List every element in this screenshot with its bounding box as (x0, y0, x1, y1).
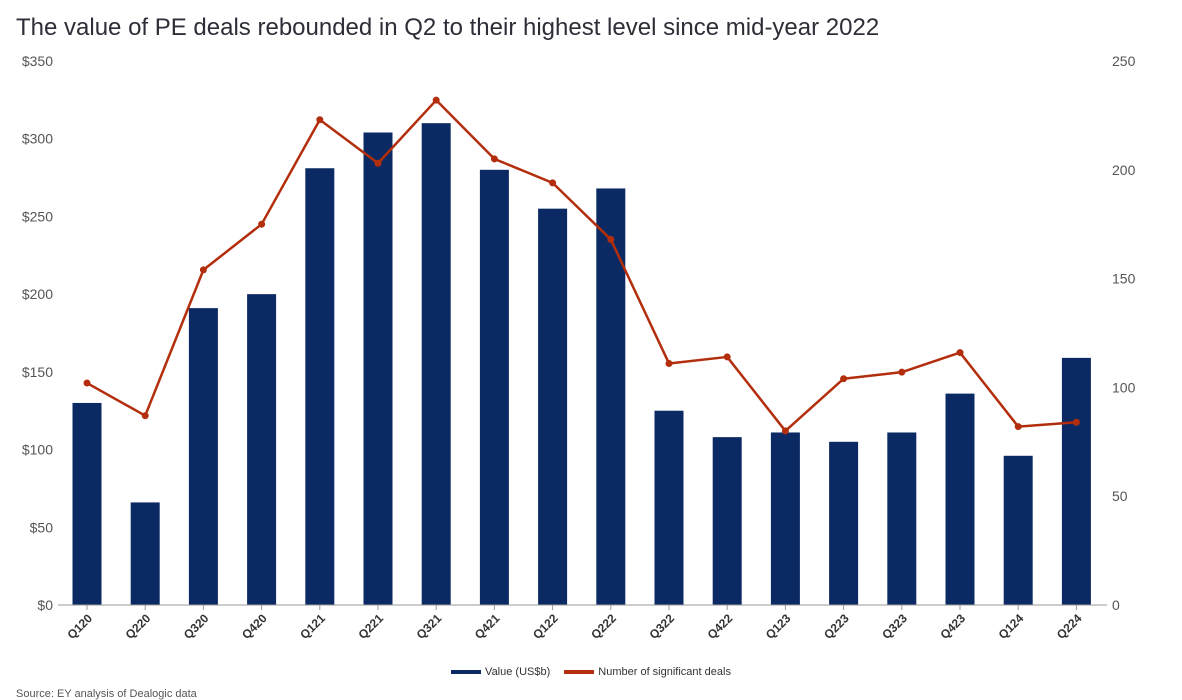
bar-series (72, 123, 1091, 606)
x-tick-label: Q320 (181, 611, 212, 642)
bar (247, 294, 277, 605)
y-right-tick-label: 200 (1112, 162, 1136, 178)
x-tick-label: Q223 (821, 611, 852, 642)
x-tick-label: Q124 (996, 611, 1027, 642)
bar (1003, 455, 1033, 605)
line-point (781, 427, 789, 435)
line-point (956, 349, 964, 357)
x-tick-label: Q222 (588, 611, 619, 642)
y-right-tick-label: 150 (1112, 271, 1136, 287)
bar (72, 402, 102, 605)
line-point (723, 353, 731, 361)
y-left-tick-label: $50 (30, 519, 54, 535)
x-tick-label: Q421 (472, 611, 503, 642)
x-tick-label: Q221 (355, 611, 386, 642)
x-tick-label: Q121 (297, 611, 328, 642)
y-left-tick-label: $150 (22, 364, 53, 380)
x-tick-label: Q120 (64, 611, 95, 642)
y-left-tick-label: $0 (37, 597, 53, 613)
bar (188, 308, 218, 605)
y-right-tick-label: 100 (1112, 379, 1136, 395)
y-left-tick-label: $300 (22, 131, 53, 147)
bar (654, 410, 684, 605)
bar (945, 393, 975, 605)
bar (712, 437, 742, 605)
y-left-tick-label: $350 (22, 53, 53, 69)
bar (305, 168, 335, 605)
chart-title: The value of PE deals rebounded in Q2 to… (16, 14, 880, 41)
line-point (432, 96, 440, 104)
x-tick-label: Q423 (937, 611, 968, 642)
bar (363, 132, 393, 606)
bar (829, 441, 859, 605)
x-tick-label: Q420 (239, 611, 270, 642)
line-point (607, 235, 615, 243)
x-tick-label: Q323 (879, 611, 910, 642)
legend-swatch-bar (451, 670, 482, 674)
bar (538, 208, 568, 605)
source-note: Source: EY analysis of Dealogic data (16, 688, 197, 700)
line-point (1014, 423, 1022, 431)
bar (887, 432, 917, 605)
line-point (258, 220, 266, 228)
y-left-tick-label: $100 (22, 442, 53, 458)
x-tick-label: Q122 (530, 611, 561, 642)
x-tick-label: Q224 (1054, 611, 1085, 642)
x-tick-label: Q220 (123, 611, 154, 642)
legend: Value (US$b) Number of significant deals (0, 666, 1182, 678)
y-right-tick-label: 250 (1112, 53, 1136, 69)
y-left-tick-label: $250 (22, 208, 53, 224)
bar (130, 502, 160, 605)
line-point (549, 179, 557, 187)
x-tick-label: Q322 (646, 611, 677, 642)
legend-item-value: Value (US$b) (451, 666, 550, 678)
y-left-tick-label: $200 (22, 286, 53, 302)
y-right-tick-label: 0 (1112, 597, 1120, 613)
bar (421, 123, 451, 606)
line-point (840, 375, 848, 383)
x-tick-label: Q321 (414, 611, 445, 642)
x-tick-label: Q422 (705, 611, 736, 642)
line-point (316, 116, 324, 124)
bar (479, 169, 509, 606)
line-point (665, 359, 673, 367)
line-point (83, 379, 91, 387)
line-point (141, 412, 149, 420)
line-series (83, 96, 1080, 435)
legend-label-value: Value (US$b) (485, 666, 551, 678)
line-point (374, 159, 382, 167)
line-point (490, 155, 498, 163)
x-tick-label: Q123 (763, 611, 794, 642)
bar (1061, 357, 1091, 605)
bar (596, 188, 626, 606)
line-point (1072, 418, 1080, 426)
line-point (199, 266, 207, 274)
deals-line (86, 98, 1077, 433)
legend-swatch-line (564, 670, 595, 674)
line-point (898, 368, 906, 376)
bar (770, 432, 800, 605)
legend-label-deals: Number of significant deals (598, 666, 731, 678)
legend-item-deals: Number of significant deals (564, 666, 731, 678)
y-right-tick-label: 50 (1112, 488, 1128, 504)
